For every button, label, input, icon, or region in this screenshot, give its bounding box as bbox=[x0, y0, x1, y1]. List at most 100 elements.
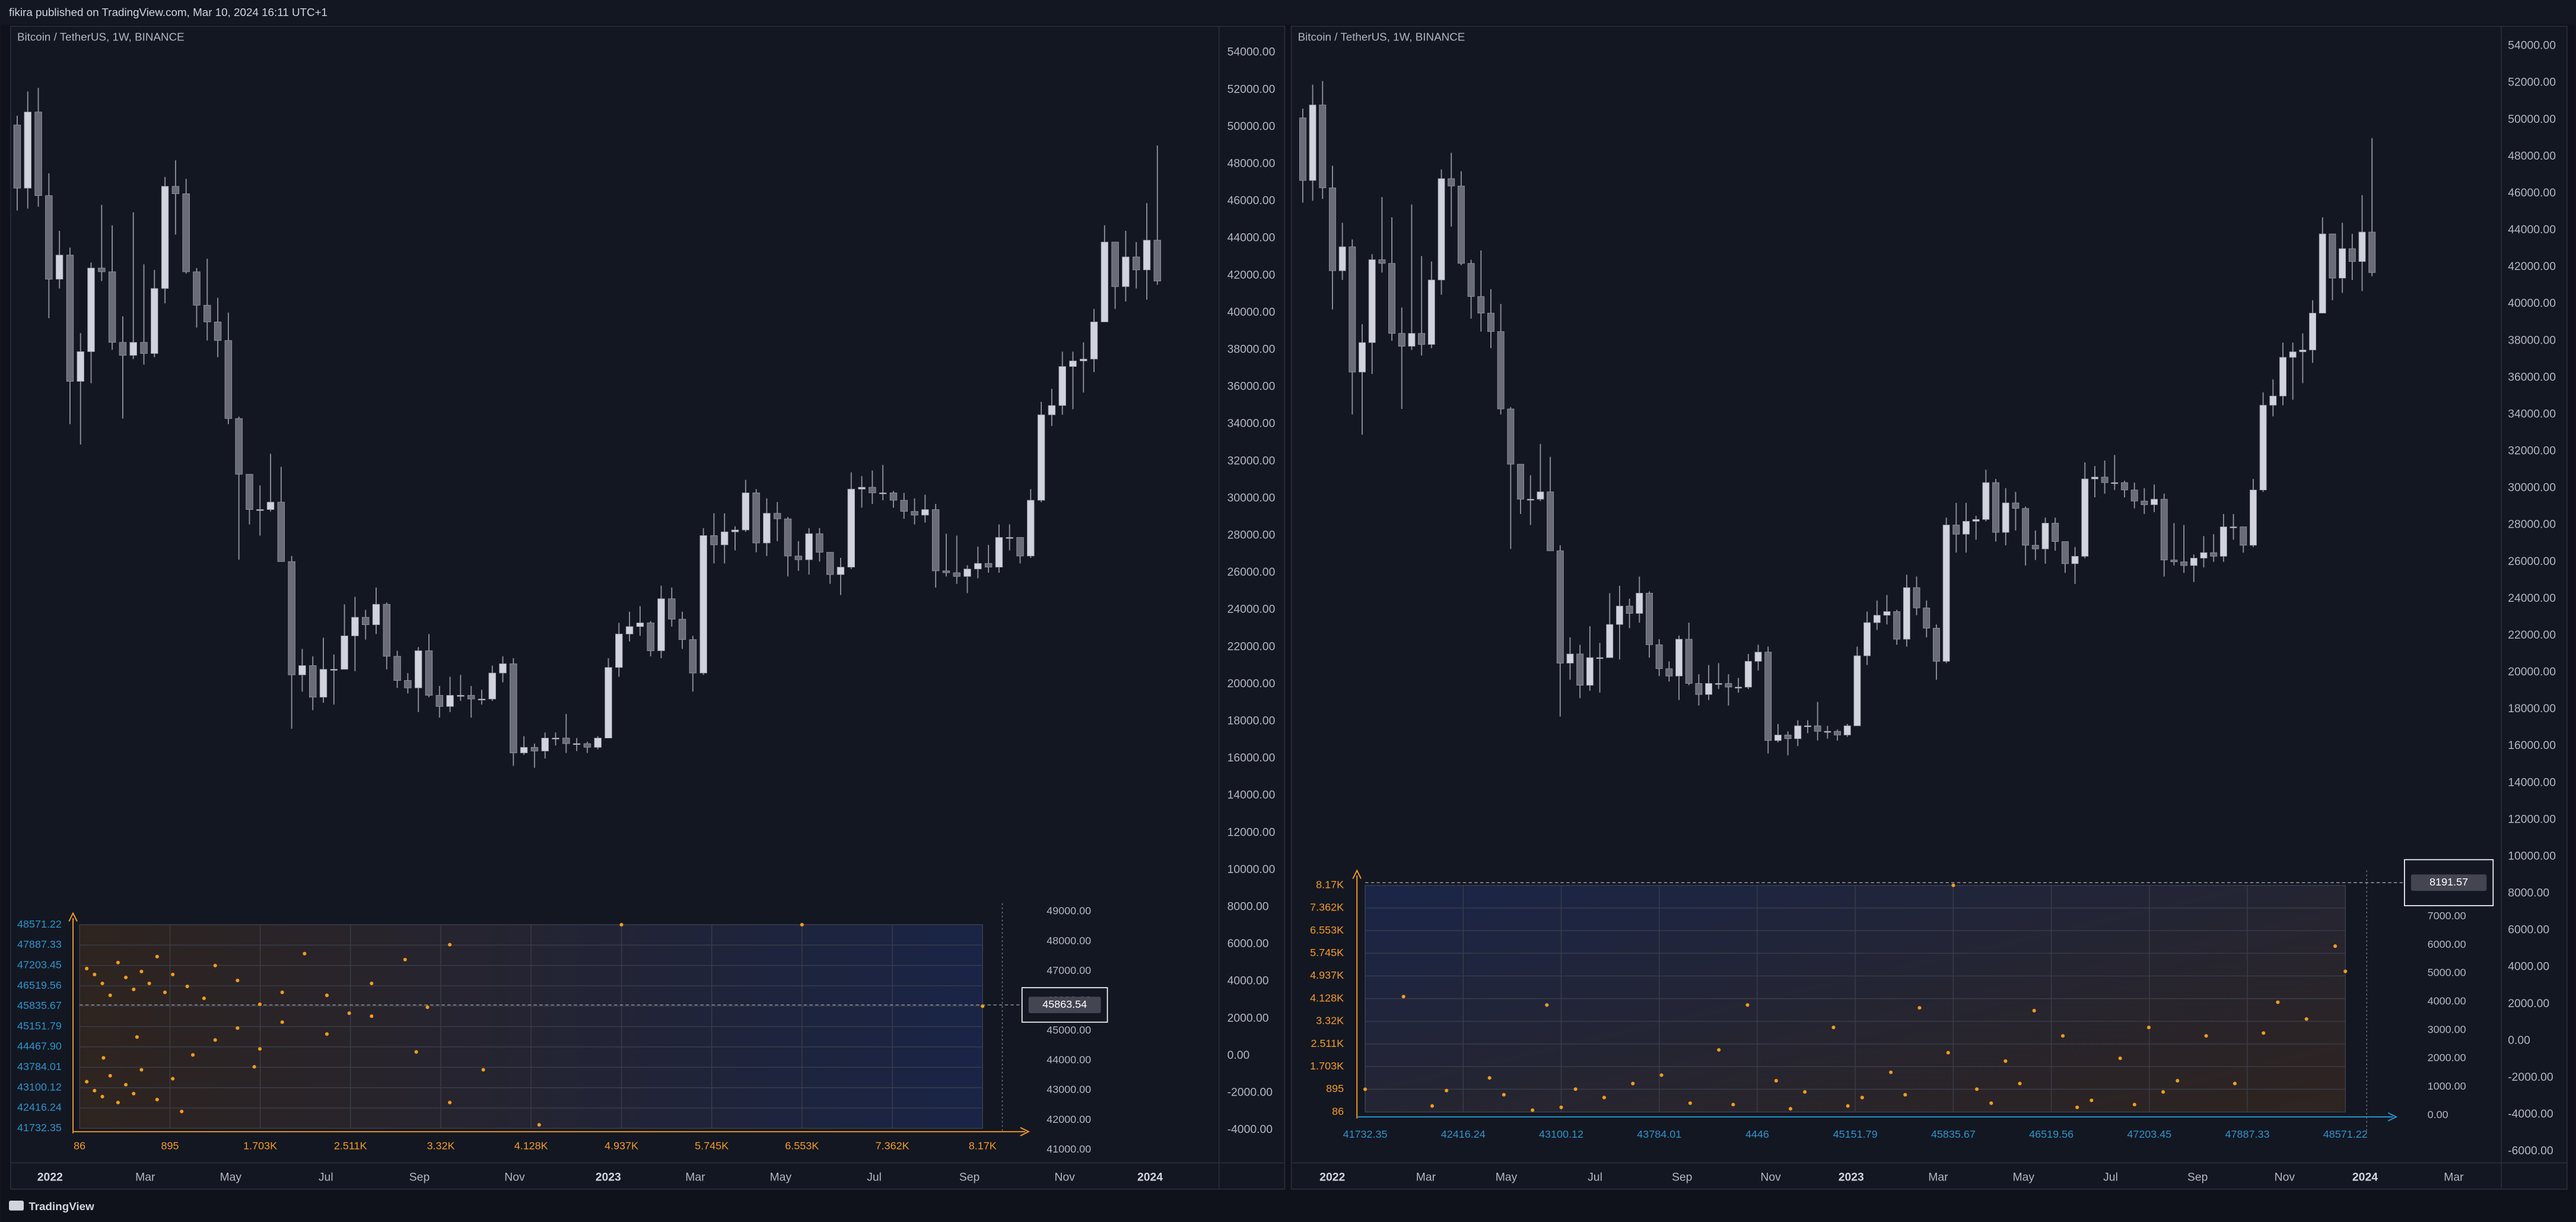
candle-body bbox=[119, 342, 127, 356]
inset-point bbox=[147, 981, 151, 986]
y-tick-label: 0.00 bbox=[1227, 1049, 1250, 1062]
y-tick-label: 24000.00 bbox=[2508, 592, 2556, 605]
candle-body bbox=[319, 669, 327, 698]
inset-price-label: 2000.00 bbox=[2428, 1052, 2466, 1064]
x-tick-label: Nov bbox=[1760, 1170, 1781, 1183]
candle-body bbox=[1853, 655, 1861, 726]
candle-body bbox=[446, 695, 454, 707]
candle-body bbox=[425, 650, 433, 696]
candle-body bbox=[1359, 342, 1366, 373]
y-tick-label: 52000.00 bbox=[2508, 76, 2556, 89]
inset-point bbox=[414, 1050, 418, 1054]
inset-point bbox=[619, 923, 624, 927]
inset-point bbox=[2132, 1103, 2136, 1107]
candle-body bbox=[478, 699, 486, 700]
candle-body bbox=[1048, 405, 1056, 415]
inset-point bbox=[116, 960, 120, 964]
inset-point bbox=[370, 981, 374, 986]
x-tick-label: Mar bbox=[1928, 1170, 1948, 1183]
inset-y-tick-label: 8.17K bbox=[1316, 878, 1344, 890]
candle-body bbox=[55, 255, 63, 280]
inset-price-label: 0.00 bbox=[2428, 1109, 2448, 1121]
candle-body bbox=[647, 623, 654, 651]
candle-body bbox=[1418, 333, 1426, 345]
candle-body bbox=[1576, 653, 1584, 686]
y-tick-label: 38000.00 bbox=[2508, 334, 2556, 347]
candle-body bbox=[931, 509, 940, 572]
candle-body bbox=[1349, 246, 1356, 373]
candle-body bbox=[1448, 178, 1455, 186]
candle-body bbox=[1903, 587, 1910, 640]
inset-point bbox=[325, 994, 329, 998]
inset-point bbox=[403, 957, 407, 961]
inset-point bbox=[370, 1014, 374, 1018]
candle-body bbox=[816, 533, 823, 553]
last-value-box bbox=[1021, 987, 1108, 1023]
candle-body bbox=[2348, 248, 2356, 262]
candle-body bbox=[1843, 725, 1851, 735]
candle-body bbox=[1972, 519, 1980, 522]
candle-body bbox=[1309, 104, 1316, 181]
y-tick-label: 48000.00 bbox=[2508, 150, 2556, 163]
y-tick-label: 28000.00 bbox=[2508, 518, 2556, 531]
candle-body bbox=[2071, 556, 2079, 564]
candle-body bbox=[2200, 552, 2208, 558]
y-tick-label: 36000.00 bbox=[1227, 380, 1276, 393]
candle-body bbox=[1368, 259, 1376, 343]
candle-body bbox=[224, 340, 233, 419]
inset-point bbox=[448, 1100, 452, 1104]
inset-point bbox=[2276, 1000, 2280, 1004]
y-tick-label: 42000.00 bbox=[2508, 260, 2556, 273]
candle-body bbox=[2101, 477, 2108, 483]
candle-body bbox=[1398, 333, 1405, 347]
inset-x-tick-label: 4.937K bbox=[605, 1140, 638, 1151]
y-tick-label: 40000.00 bbox=[2508, 297, 2556, 310]
candle-body bbox=[1378, 259, 1386, 264]
x-tick-label: Jul bbox=[319, 1170, 333, 1183]
inset-x-tick-label: 3.32K bbox=[427, 1140, 455, 1151]
candle-body bbox=[488, 672, 496, 700]
candle-body bbox=[330, 669, 338, 671]
candle-body bbox=[2289, 351, 2297, 358]
inset-price-label: 4000.00 bbox=[2428, 995, 2466, 1007]
publish-info: fikira published on TradingView.com, Mar… bbox=[9, 6, 327, 18]
candle-body bbox=[911, 511, 918, 516]
candle-body bbox=[1873, 615, 1881, 623]
inset-x-tick-label: 46519.56 bbox=[2029, 1128, 2073, 1140]
candle-body bbox=[2031, 545, 2039, 550]
y-tick-label: 34000.00 bbox=[2508, 407, 2556, 420]
y-tick-label: 52000.00 bbox=[1227, 82, 1276, 96]
inset-y-tick-label: 2.511K bbox=[1311, 1037, 1344, 1049]
candle-body bbox=[1319, 104, 1327, 188]
inset-arrow bbox=[1352, 869, 1362, 880]
y-tick-label: 36000.00 bbox=[2508, 370, 2556, 383]
inset-y-tick-label: 6.553K bbox=[1310, 924, 1344, 936]
candle-body bbox=[541, 738, 549, 751]
y-tick-label: 20000.00 bbox=[1227, 677, 1276, 690]
candle-body bbox=[1774, 735, 1782, 741]
y-tick-label: 46000.00 bbox=[2508, 186, 2556, 199]
candle-body bbox=[2180, 561, 2188, 566]
candle-body bbox=[235, 418, 243, 475]
inset-price-label: 42000.00 bbox=[1047, 1113, 1091, 1125]
y-tick-label: 50000.00 bbox=[1227, 120, 1276, 133]
candle-body bbox=[1764, 652, 1772, 741]
inset-y-tick-label: 3.32K bbox=[1316, 1015, 1344, 1027]
candle-body bbox=[171, 186, 180, 194]
candle-body bbox=[1754, 652, 1762, 662]
candle-body bbox=[2269, 395, 2277, 406]
candle-body bbox=[1427, 280, 1435, 345]
inset-point bbox=[1846, 1104, 1850, 1108]
candle-body bbox=[266, 502, 275, 510]
candle-body bbox=[879, 492, 887, 494]
inset-point bbox=[236, 1026, 240, 1030]
candle-body bbox=[1863, 622, 1871, 656]
x-tick-label: Mar bbox=[685, 1170, 705, 1183]
y-tick-label: 46000.00 bbox=[1227, 194, 1276, 207]
inset-point bbox=[280, 1020, 284, 1024]
inset-point bbox=[155, 1097, 159, 1102]
candle-body bbox=[1457, 185, 1465, 264]
candle-body bbox=[161, 186, 169, 289]
candle-body bbox=[2319, 233, 2326, 314]
